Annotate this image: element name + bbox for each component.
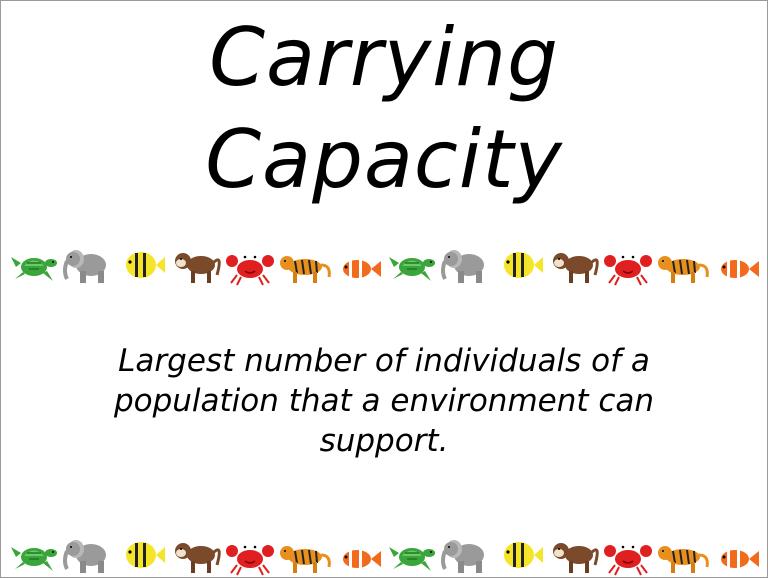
- tiger-icon: [656, 254, 709, 285]
- turtle-icon: [10, 256, 58, 282]
- monkey-icon: [551, 251, 599, 285]
- monkey-icon: [173, 251, 221, 285]
- elephant-icon: [63, 248, 108, 285]
- animal-border-top: [7, 241, 763, 287]
- fish-icon: [504, 252, 543, 278]
- monkey-icon: [551, 541, 599, 575]
- fish-icon: [126, 542, 165, 568]
- clownfish-icon: [721, 260, 759, 278]
- animal-border-bottom: [7, 531, 763, 577]
- definition-text: Largest number of individuals of a popul…: [113, 343, 655, 459]
- crab-icon: [225, 543, 275, 576]
- elephant-icon: [63, 538, 108, 575]
- elephant-icon: [441, 538, 486, 575]
- title-line-2: Capacity: [205, 113, 563, 206]
- tiger-icon: [656, 544, 709, 575]
- slide-title: Carrying Capacity: [1, 7, 767, 211]
- clownfish-icon: [343, 550, 381, 568]
- monkey-icon: [173, 541, 221, 575]
- turtle-icon: [10, 546, 58, 572]
- title-line-1: Carrying: [209, 11, 559, 104]
- turtle-icon: [388, 256, 436, 282]
- turtle-icon: [388, 546, 436, 572]
- fish-icon: [504, 542, 543, 568]
- crab-icon: [225, 253, 275, 286]
- tiger-icon: [278, 544, 331, 575]
- elephant-icon: [441, 248, 486, 285]
- fish-icon: [126, 252, 165, 278]
- clownfish-icon: [343, 260, 381, 278]
- crab-icon: [603, 543, 653, 576]
- clownfish-icon: [721, 550, 759, 568]
- tiger-icon: [278, 254, 331, 285]
- crab-icon: [603, 253, 653, 286]
